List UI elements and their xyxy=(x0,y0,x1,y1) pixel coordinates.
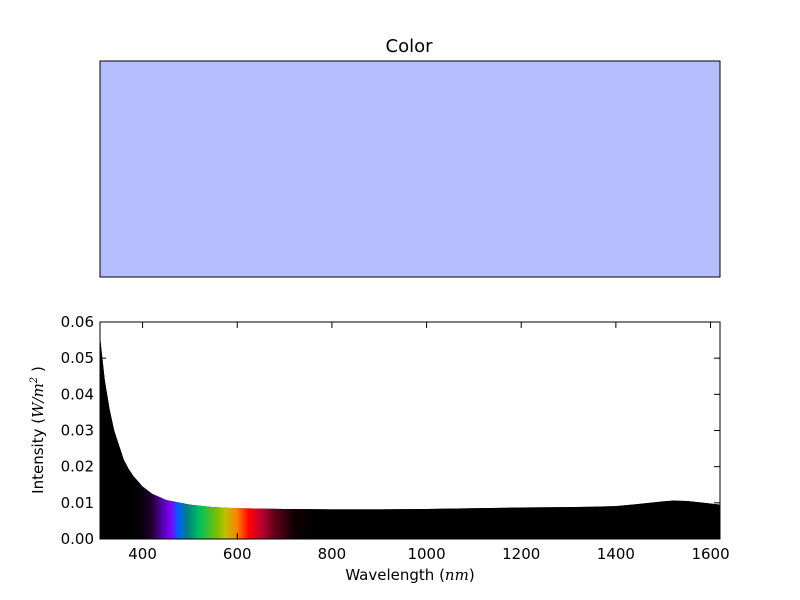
x-tick-label: 800 xyxy=(318,545,347,563)
color-panel: Color xyxy=(99,36,721,278)
spectrum-panel: 400 600 800 1000 1200 1400 1600 0.000.010.020.… xyxy=(29,313,730,584)
color-swatch xyxy=(99,60,721,278)
y-tick-label: 0.02 xyxy=(61,458,94,476)
color-panel-title: Color xyxy=(386,36,434,57)
y-tick-label: 0.01 xyxy=(61,494,94,512)
y-axis-label-unit: W/m xyxy=(29,383,47,418)
y-tick-label: 0.06 xyxy=(61,313,94,331)
y-tick-label: 0.04 xyxy=(61,385,94,403)
x-tick-label: 1200 xyxy=(502,545,540,563)
x-tick-label: 400 xyxy=(128,545,157,563)
x-axis-label-close: ) xyxy=(469,566,475,584)
x-tick-label: 1600 xyxy=(691,545,729,563)
y-tick-label: 0.03 xyxy=(61,422,94,440)
intensity-area xyxy=(100,336,720,539)
x-tick-label: 1400 xyxy=(597,545,635,563)
x-axis-label-unit: nm xyxy=(445,566,469,584)
y-axis-label: Intensity (W/m2 ) xyxy=(29,366,47,494)
x-tick-label: 600 xyxy=(223,545,252,563)
x-axis-label: Wavelength (nm) xyxy=(345,566,474,584)
y-tick-label: 0.00 xyxy=(61,530,94,548)
y-axis-label-text: Intensity ( xyxy=(29,418,47,494)
y-axis-label-close: ) xyxy=(29,366,47,377)
y-axis-label-sup: 2 xyxy=(29,377,40,384)
y-axis: 0.00 0.01 0.02 0.03 0.04 0.05 0.06 xyxy=(61,313,720,548)
x-axis-label-text: Wavelength ( xyxy=(345,566,445,584)
y-tick-label: 0.05 xyxy=(61,349,94,367)
x-axis: 400 600 800 1000 1200 1400 1600 xyxy=(128,322,730,563)
x-tick-label: 1000 xyxy=(407,545,445,563)
visible-spectrum-band xyxy=(100,336,720,539)
